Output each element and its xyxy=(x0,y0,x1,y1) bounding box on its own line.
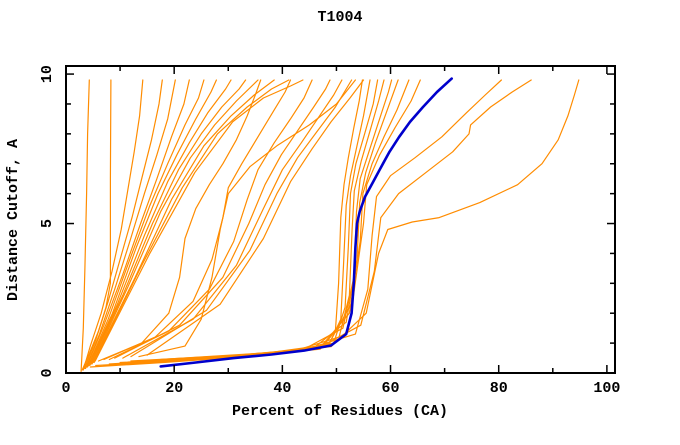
model-curve xyxy=(80,79,90,373)
plot-frame xyxy=(65,65,616,374)
model-curve xyxy=(90,79,247,365)
model-curve xyxy=(86,79,205,368)
curves-layer xyxy=(80,77,580,373)
model-curve xyxy=(138,79,356,358)
model-curve xyxy=(85,79,190,368)
model-curve xyxy=(93,79,290,364)
model-curve xyxy=(124,79,393,365)
y-tick-label: 5 xyxy=(39,219,56,228)
chart-title: T1004 xyxy=(317,9,362,26)
model-curve xyxy=(94,79,304,362)
model-curve xyxy=(149,79,410,362)
x-axis-title: Percent of Residues (CA) xyxy=(232,403,448,420)
model-curve xyxy=(82,79,144,371)
model-curve xyxy=(91,79,259,365)
model-curve xyxy=(83,79,163,370)
axis-ticks xyxy=(65,66,615,374)
x-tick-label: 100 xyxy=(593,380,620,397)
y-axis-title: Distance Cutoff, A xyxy=(5,139,22,301)
x-tick-label: 20 xyxy=(165,380,183,397)
model-curve xyxy=(108,79,313,361)
model-curve xyxy=(89,79,363,368)
model-curve xyxy=(130,79,353,358)
y-tick-label: 10 xyxy=(39,65,56,83)
model-curve xyxy=(88,79,217,367)
model-curve xyxy=(146,79,365,356)
model-curve xyxy=(89,79,232,367)
x-tick-label: 80 xyxy=(490,380,508,397)
model-curve xyxy=(122,79,343,359)
model-curve xyxy=(108,79,502,365)
model-curve xyxy=(97,79,262,362)
model-curve xyxy=(103,79,292,361)
y-tick-label: 0 xyxy=(39,368,56,377)
model-curve xyxy=(119,79,532,364)
best-model-curve xyxy=(159,77,454,368)
model-curve xyxy=(160,79,421,361)
axis-tick-labels: 0 20 40 60 80 100 0 5 10 xyxy=(39,65,620,397)
model-curve xyxy=(95,79,371,367)
x-tick-label: 60 xyxy=(381,380,399,397)
model-curve xyxy=(84,79,176,370)
x-tick-label: 0 xyxy=(61,380,70,397)
x-tick-label: 40 xyxy=(273,380,291,397)
model-curve xyxy=(114,79,331,359)
